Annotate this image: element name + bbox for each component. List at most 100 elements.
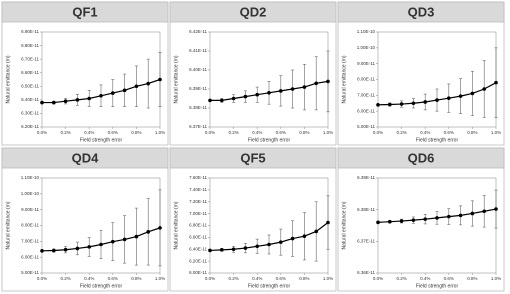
y-tick-label: 6.70E-11: [21, 56, 39, 61]
point: [326, 220, 330, 225]
chart-title: QD4: [72, 150, 100, 165]
point: [134, 234, 139, 239]
point: [279, 240, 283, 244]
x-tick-label: 1.0%: [323, 276, 333, 281]
y-tick-label: 6.39E-11: [189, 86, 207, 91]
x-axis-label: Field strength error: [80, 283, 123, 289]
point: [75, 246, 80, 251]
x-tick-label: 0.4%: [420, 276, 430, 281]
x-tick-label: 0.6%: [276, 276, 286, 281]
x-tick-label: 0.8%: [131, 276, 141, 281]
x-tick-label: 0.0%: [205, 130, 215, 135]
point: [326, 79, 330, 84]
y-tick-label: 7.00E-11: [357, 93, 375, 98]
y-tick-label: 1.00E-10: [357, 45, 376, 50]
point: [220, 248, 224, 252]
point: [388, 219, 392, 224]
x-tick-label: 0.8%: [131, 130, 141, 135]
point: [255, 92, 259, 97]
x-axis-label: Field strength error: [248, 137, 291, 143]
y-tick-label: 6.00E-11: [189, 270, 207, 275]
panel-frame: [1, 1, 169, 146]
point: [243, 94, 248, 99]
y-axis-label: Natural emittance (m): [173, 201, 179, 249]
point: [458, 213, 463, 218]
x-tick-label: 0.0%: [373, 130, 383, 135]
y-tick-label: 7.00E-11: [189, 211, 207, 216]
y-tick-label: 6.41E-11: [189, 48, 207, 53]
x-tick-label: 0.8%: [467, 130, 477, 135]
point: [63, 247, 68, 252]
point: [494, 207, 498, 211]
point: [158, 226, 162, 230]
point: [243, 246, 248, 250]
x-axis-label: Field strength error: [416, 283, 459, 289]
x-tick-label: 0.8%: [299, 130, 309, 135]
x-tick-label: 0.4%: [84, 276, 94, 281]
point: [75, 98, 80, 102]
y-tick-label: 8.00E-11: [357, 77, 375, 82]
x-tick-label: 0.4%: [252, 130, 262, 135]
x-tick-label: 0.0%: [205, 276, 215, 281]
x-axis-label: Field strength error: [248, 283, 291, 289]
x-tick-label: 0.2%: [396, 130, 406, 135]
y-tick-label: 7.60E-11: [189, 175, 207, 180]
y-axis-label: Natural emittance (m): [173, 55, 179, 103]
x-axis-label: Field strength error: [416, 137, 459, 143]
point: [40, 249, 44, 253]
point: [376, 220, 380, 225]
point: [99, 93, 103, 98]
y-axis-label: Natural emittance (m): [5, 201, 11, 249]
y-tick-label: 6.38E-11: [189, 105, 207, 110]
point: [458, 94, 463, 98]
panel-header: [169, 147, 337, 169]
point: [411, 101, 416, 106]
x-tick-label: 0.4%: [420, 130, 430, 135]
panel-header: [169, 1, 337, 23]
y-tick-label: 6.40E-11: [189, 246, 207, 251]
y-tick-label: 6.00E-11: [21, 254, 39, 259]
point: [111, 91, 115, 95]
x-tick-label: 0.2%: [60, 276, 70, 281]
point: [267, 242, 271, 247]
chart-title: QD6: [408, 150, 435, 165]
x-tick-label: 0.4%: [252, 276, 262, 281]
y-tick-label: 6.38E-11: [357, 207, 375, 212]
point: [267, 91, 271, 95]
y-tick-label: 6.60E-11: [21, 70, 39, 75]
point: [482, 209, 487, 214]
x-tick-label: 0.6%: [444, 276, 454, 281]
y-tick-label: 6.42E-11: [189, 29, 207, 34]
point: [279, 89, 283, 93]
point: [314, 81, 319, 86]
x-tick-label: 0.6%: [108, 130, 118, 135]
x-tick-label: 0.6%: [444, 130, 454, 135]
point: [87, 245, 91, 249]
y-tick-label: 6.39E-11: [357, 175, 375, 180]
y-tick-label: 6.40E-11: [189, 67, 207, 72]
point: [122, 88, 127, 93]
y-tick-label: 7.40E-11: [189, 187, 207, 192]
y-tick-label: 7.00E-11: [21, 239, 39, 244]
y-tick-label: 6.20E-11: [189, 258, 207, 263]
point: [40, 100, 44, 105]
point: [470, 91, 475, 96]
x-tick-label: 0.8%: [467, 276, 477, 281]
point: [399, 219, 404, 223]
point: [87, 96, 91, 101]
point: [63, 99, 68, 104]
x-tick-label: 0.2%: [228, 276, 238, 281]
x-tick-label: 1.0%: [323, 130, 333, 135]
point: [447, 96, 451, 100]
chart-panel: QD6 6.36E-11 6.37E-11 6.38E-11 6.39E-11 0.0% 0…: [337, 147, 505, 292]
point: [411, 218, 416, 222]
panel-frame: [169, 147, 337, 292]
point: [314, 229, 319, 234]
y-tick-label: 5.00E-11: [21, 270, 39, 275]
chart-title: QF1: [72, 4, 97, 19]
x-tick-label: 0.0%: [37, 130, 47, 135]
point: [435, 216, 439, 220]
x-tick-label: 0.0%: [373, 276, 383, 281]
